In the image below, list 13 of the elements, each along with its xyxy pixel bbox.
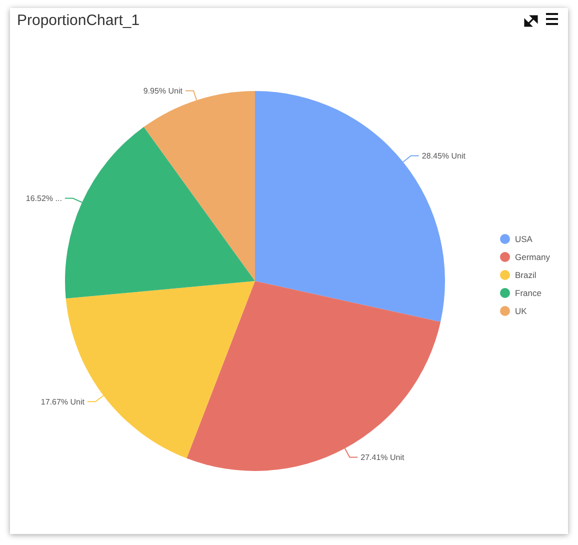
legend-label: USA [515,234,533,244]
data-label: 17.67% Unit [40,397,86,406]
data-label: 27.41% Unit [360,452,405,462]
data-label: 9.95% Unit [143,86,184,96]
legend-label: France [515,288,542,298]
legend-label: UK [515,306,528,316]
pie-slice [65,126,255,299]
chart-title: ProportionChart_1 [17,12,140,29]
pie-slice [186,281,441,471]
legend-label: Brazil [515,270,536,280]
data-label: 16.52% ... [26,194,62,204]
data-label: 28.45% Unit [422,152,466,161]
legend-label: Germany [515,252,551,262]
